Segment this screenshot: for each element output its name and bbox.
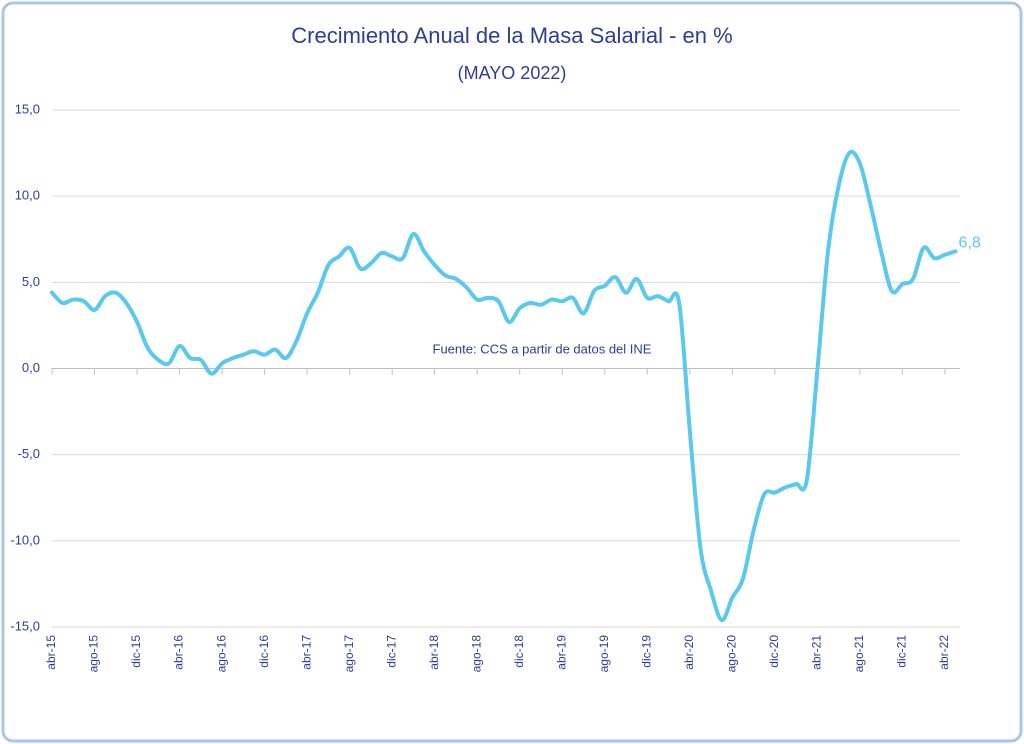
x-tick-label: ago-17 bbox=[342, 635, 356, 673]
y-tick-label: 5,0 bbox=[22, 274, 40, 289]
annotation: Fuente: CCS a partir de datos del INE bbox=[433, 341, 652, 356]
x-tick-label: dic-18 bbox=[512, 635, 526, 668]
x-tick-label: dic-20 bbox=[767, 635, 781, 668]
data-label: 6,8 bbox=[959, 235, 981, 252]
y-tick-label: -15,0 bbox=[10, 618, 40, 633]
x-tick-label: ago-20 bbox=[724, 635, 738, 673]
x-tick-label: abr-16 bbox=[172, 635, 186, 670]
x-tick-label: abr-19 bbox=[554, 635, 568, 670]
x-tick-label: abr-21 bbox=[810, 635, 824, 670]
x-tick-label: ago-15 bbox=[87, 635, 101, 673]
x-tick-label: abr-20 bbox=[682, 635, 696, 670]
line bbox=[50, 149, 958, 623]
x-tick-label: ago-18 bbox=[469, 635, 483, 673]
y-tick-label: -10,0 bbox=[10, 532, 40, 547]
x-tick-label: ago-21 bbox=[852, 635, 866, 673]
x-tick-label: dic-21 bbox=[895, 635, 909, 668]
x-tick-label: dic-16 bbox=[257, 635, 271, 668]
x-tick-label: ago-16 bbox=[214, 635, 228, 673]
x-tick-label: dic-15 bbox=[129, 635, 143, 668]
y-tick-label: 15,0 bbox=[15, 101, 40, 116]
x-tick-label: abr-22 bbox=[937, 635, 951, 670]
x-tick-label: dic-19 bbox=[639, 635, 653, 668]
x-tick-label: abr-15 bbox=[44, 635, 58, 670]
y-tick-label: 10,0 bbox=[15, 188, 40, 203]
x-tick-label: abr-18 bbox=[427, 635, 441, 670]
x-tick-label: abr-17 bbox=[299, 635, 313, 670]
x-tick-label: dic-17 bbox=[384, 635, 398, 668]
x-tick-label: ago-19 bbox=[597, 635, 611, 673]
chart-title: Crecimiento Anual de la Masa Salarial - … bbox=[291, 23, 732, 48]
y-tick-label: 0,0 bbox=[22, 360, 40, 375]
y-tick-label: -5,0 bbox=[18, 446, 40, 461]
chart-subtitle: (MAYO 2022) bbox=[458, 63, 567, 83]
